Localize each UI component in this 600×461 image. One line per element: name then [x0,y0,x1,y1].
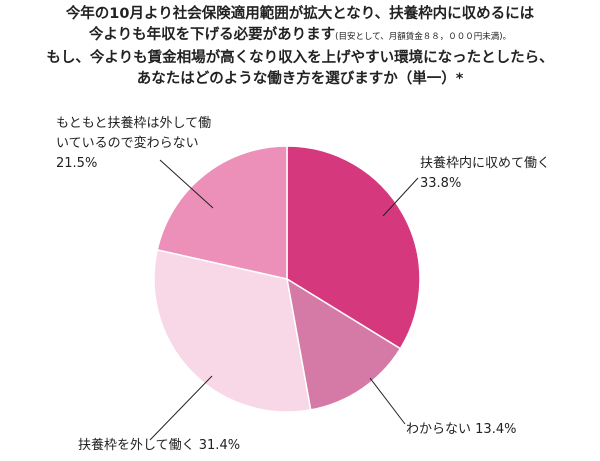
value-label: 33.8% [420,176,462,191]
slice-label: もともと扶養枠は外して働いているので変わらない 21.5% [56,114,216,174]
category-label: 扶養枠内に収めて働く [420,156,551,171]
slice-label: 扶養枠を外して働く 31.4% [78,436,240,456]
title-line: あなたはどのような働き方を選びますか（単一）* [136,71,464,87]
title-note: (目安として、月額賃金８８，０００円未満)。 [335,32,512,42]
value-label: 21.5% [56,156,98,171]
chart-title: 今年の10月より社会保険適用範囲が拡大となり、扶養枠内に収めるには 今よりも年収… [0,4,600,90]
title-line: 今年の10月より社会保険適用範囲が拡大となり、扶養枠内に収めるには [65,6,535,22]
title-line: 今よりも年収を下げる必要があります(目安として、月額賃金８８，０００円未満)。 [0,25,600,48]
leader-line [382,177,419,217]
title-line: もし、今よりも賃金相場が高くなり収入を上げやすい環境になったとしたら、 [46,50,554,66]
pie-slice [156,145,288,280]
category-label: 扶養枠を外して働く [78,438,195,453]
leader-line [369,377,406,425]
value-label: 31.4% [198,438,241,453]
category-label: わからない [406,422,472,437]
pie-slice [153,248,312,413]
leader-lines [149,159,419,441]
slice-label: 扶養枠内に収めて働く 33.8% [420,154,550,194]
pie-slice [285,277,402,411]
leader-line [149,375,213,441]
pie-slice [286,145,421,350]
value-label: 13.4% [475,422,517,437]
category-label: もともと扶養枠は外して働いているので変わらない [56,116,212,151]
title-text: 今よりも年収を下げる必要があります [88,27,336,43]
slice-label: わからない 13.4% [406,420,516,440]
leader-line [159,159,214,209]
